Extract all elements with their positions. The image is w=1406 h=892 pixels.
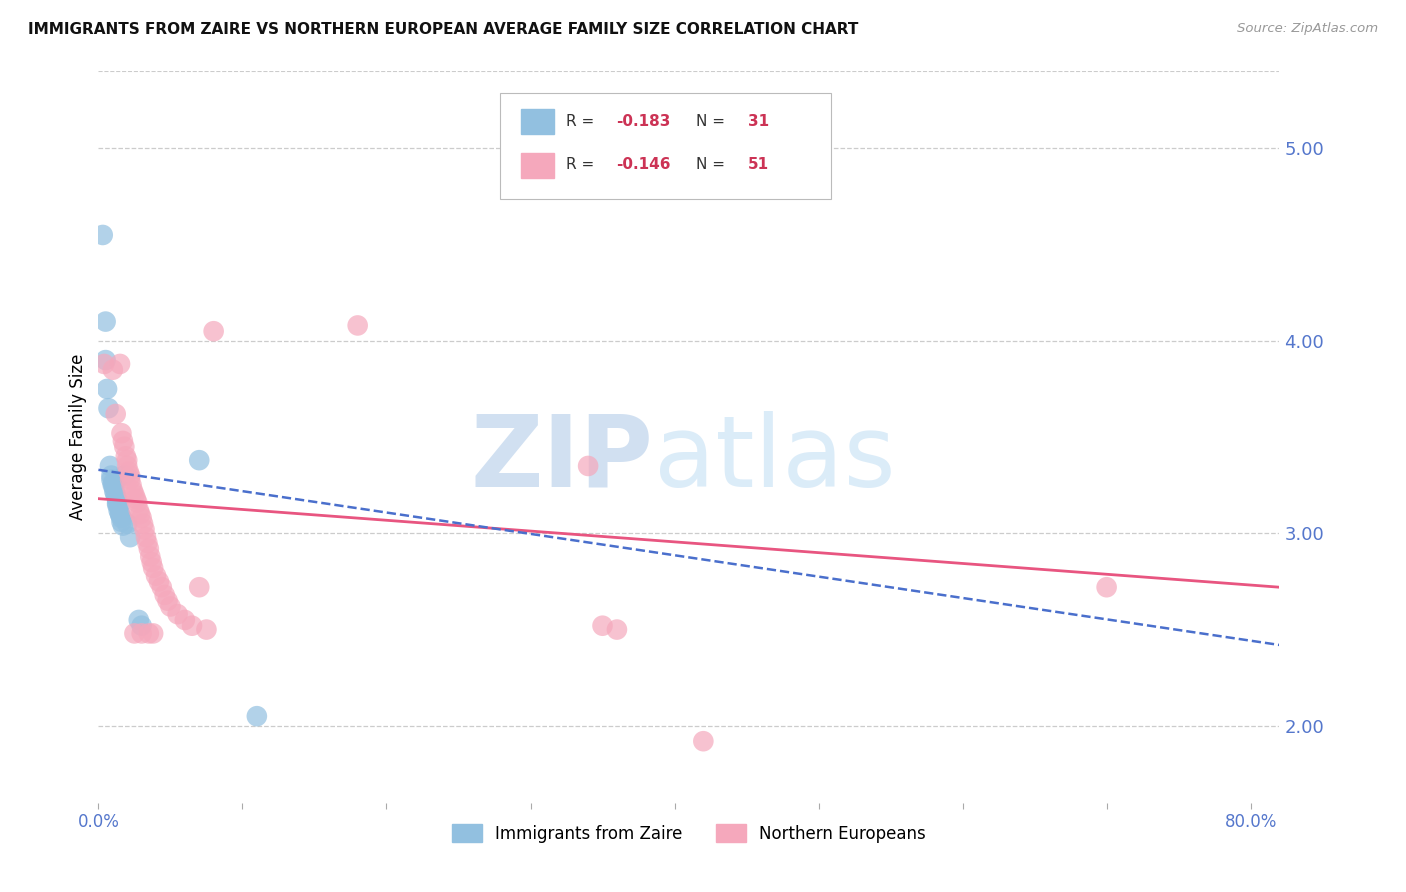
Text: N =: N = xyxy=(696,113,730,128)
Point xyxy=(103,480,125,494)
Point xyxy=(150,580,173,594)
Point xyxy=(108,357,131,371)
Point xyxy=(111,518,134,533)
Point xyxy=(91,227,114,242)
Point xyxy=(145,568,167,582)
Point xyxy=(100,468,122,483)
Point xyxy=(141,555,163,569)
Point xyxy=(100,472,122,486)
Point xyxy=(1095,580,1118,594)
Point xyxy=(94,353,117,368)
Point xyxy=(132,516,155,531)
Point xyxy=(118,465,141,479)
Point xyxy=(148,574,170,589)
Y-axis label: Average Family Size: Average Family Size xyxy=(69,354,87,520)
Text: 31: 31 xyxy=(748,113,769,128)
Point xyxy=(115,453,138,467)
Point xyxy=(592,618,614,632)
Point xyxy=(188,580,211,594)
Point xyxy=(159,599,181,614)
Point xyxy=(131,511,153,525)
Point xyxy=(156,593,179,607)
Point xyxy=(101,476,124,491)
Point xyxy=(105,491,128,506)
Point xyxy=(110,426,132,441)
Point xyxy=(181,618,204,632)
Point xyxy=(111,434,134,448)
Text: 51: 51 xyxy=(748,158,769,172)
Point xyxy=(195,623,218,637)
Point xyxy=(139,549,162,564)
Text: R =: R = xyxy=(567,158,599,172)
Bar xyxy=(522,110,554,135)
Point xyxy=(114,450,136,464)
Point xyxy=(110,515,132,529)
Point xyxy=(115,458,138,473)
Point xyxy=(166,607,188,622)
Point xyxy=(153,588,176,602)
Point xyxy=(101,362,124,376)
Point xyxy=(120,472,142,486)
Point xyxy=(120,468,142,483)
Point xyxy=(93,357,115,371)
Text: Source: ZipAtlas.com: Source: ZipAtlas.com xyxy=(1237,22,1378,36)
Point xyxy=(115,516,138,531)
Point xyxy=(98,458,121,473)
Text: -0.146: -0.146 xyxy=(616,158,671,172)
Point xyxy=(112,440,135,454)
Point xyxy=(346,318,368,333)
Text: -0.183: -0.183 xyxy=(616,113,671,128)
Point xyxy=(110,511,132,525)
Point xyxy=(108,507,131,521)
Text: R =: R = xyxy=(567,113,599,128)
Text: ZIP: ZIP xyxy=(471,410,654,508)
Point xyxy=(606,623,628,637)
Point xyxy=(131,626,153,640)
Point xyxy=(125,491,148,506)
Point xyxy=(136,536,159,550)
Point xyxy=(134,523,156,537)
Point xyxy=(121,478,143,492)
Point xyxy=(128,613,150,627)
Point xyxy=(692,734,714,748)
Point xyxy=(96,382,118,396)
Point xyxy=(246,709,269,723)
Point xyxy=(107,500,129,514)
Point xyxy=(105,498,128,512)
Point xyxy=(127,495,149,509)
Point xyxy=(173,613,195,627)
Point xyxy=(129,507,152,521)
Point xyxy=(135,530,157,544)
Point xyxy=(120,530,142,544)
Text: IMMIGRANTS FROM ZAIRE VS NORTHERN EUROPEAN AVERAGE FAMILY SIZE CORRELATION CHART: IMMIGRANTS FROM ZAIRE VS NORTHERN EUROPE… xyxy=(28,22,859,37)
Point xyxy=(128,503,150,517)
Point xyxy=(105,495,128,509)
Point xyxy=(124,626,146,640)
Point xyxy=(97,401,120,416)
Point xyxy=(124,488,146,502)
Point xyxy=(101,478,124,492)
Point xyxy=(103,483,125,498)
Point xyxy=(131,618,153,632)
Point xyxy=(202,324,225,338)
Point xyxy=(104,488,127,502)
Point xyxy=(138,626,160,640)
Legend: Immigrants from Zaire, Northern Europeans: Immigrants from Zaire, Northern European… xyxy=(446,818,932,849)
Point xyxy=(576,458,599,473)
Point xyxy=(188,453,211,467)
Point xyxy=(94,315,117,329)
Point xyxy=(142,626,165,640)
Point xyxy=(107,503,129,517)
Point xyxy=(104,407,127,421)
Point xyxy=(112,468,135,483)
Text: N =: N = xyxy=(696,158,730,172)
Point xyxy=(122,483,145,498)
Bar xyxy=(522,153,554,178)
Point xyxy=(138,541,160,556)
Text: atlas: atlas xyxy=(654,410,896,508)
Point xyxy=(108,507,131,521)
Point xyxy=(104,488,127,502)
FancyBboxPatch shape xyxy=(501,94,831,200)
Point xyxy=(142,561,165,575)
